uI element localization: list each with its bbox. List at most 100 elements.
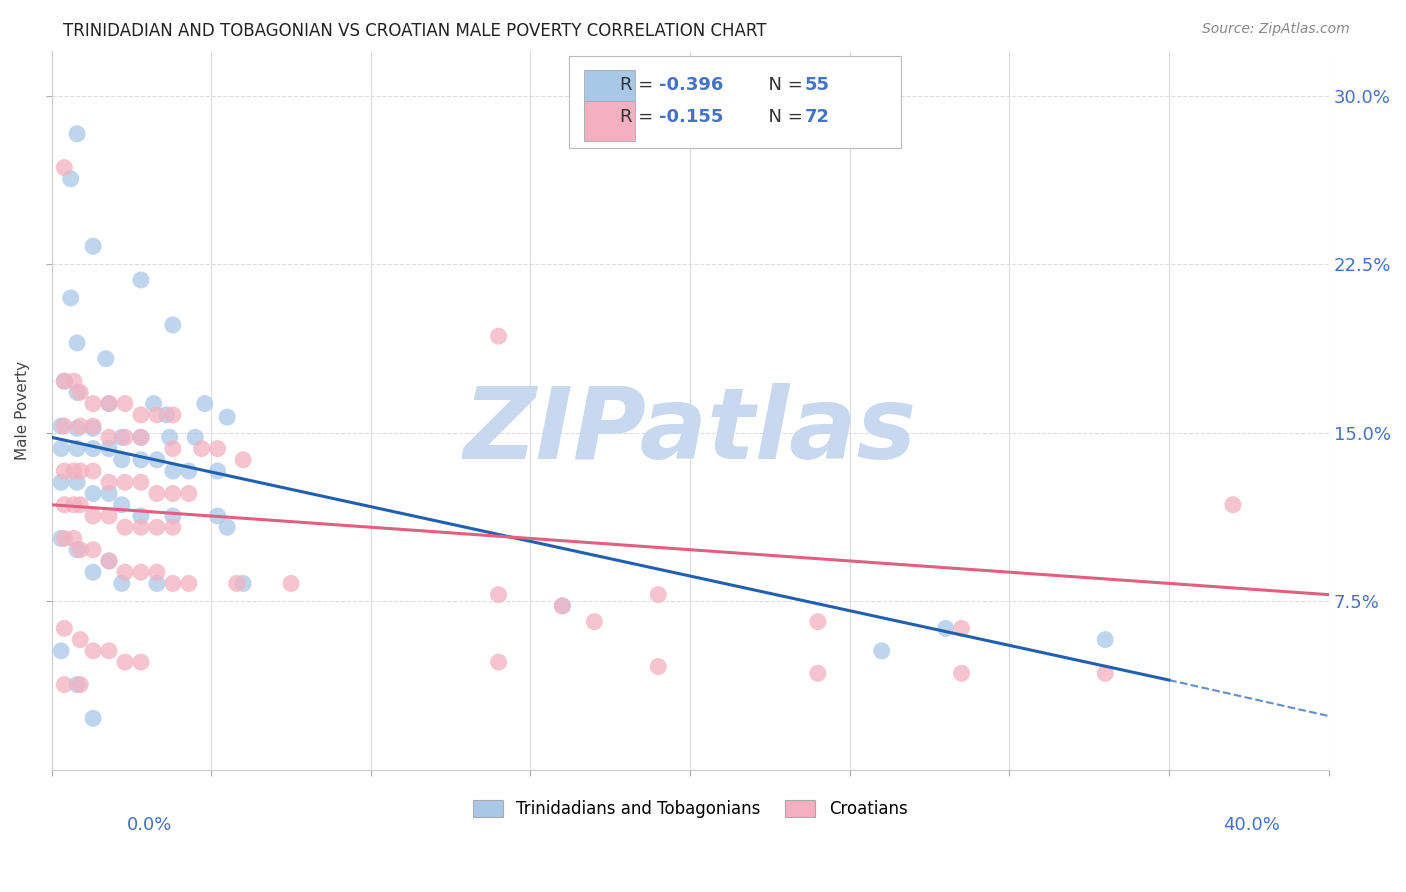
Point: [82, 542, 104, 557]
Point: [53, 419, 76, 434]
Point: [114, 475, 136, 490]
Point: [129, 273, 152, 287]
Point: [1094, 666, 1116, 681]
Point: [63, 464, 86, 478]
Point: [162, 442, 184, 456]
Point: [225, 576, 247, 591]
Point: [98, 396, 121, 410]
Point: [69, 632, 91, 647]
Point: [53, 621, 76, 635]
Text: R =: R =: [620, 108, 659, 126]
Point: [82, 508, 104, 523]
Point: [177, 464, 200, 478]
Point: [66, 542, 89, 557]
Point: [647, 659, 669, 673]
Point: [98, 430, 121, 444]
Point: [488, 329, 510, 343]
Point: [162, 508, 184, 523]
Point: [111, 498, 134, 512]
Point: [98, 486, 121, 500]
Point: [98, 554, 121, 568]
Point: [184, 430, 207, 444]
Point: [217, 410, 239, 425]
Point: [488, 655, 510, 669]
Point: [69, 498, 91, 512]
Point: [232, 576, 254, 591]
Point: [53, 374, 76, 388]
Point: [82, 442, 104, 456]
Point: [807, 666, 830, 681]
Point: [66, 442, 89, 456]
Text: ZIPatlas: ZIPatlas: [464, 384, 917, 481]
Point: [82, 239, 104, 253]
Point: [114, 655, 136, 669]
Point: [53, 532, 76, 546]
Point: [82, 644, 104, 658]
Point: [53, 677, 76, 691]
Point: [146, 576, 169, 591]
Point: [177, 576, 200, 591]
FancyBboxPatch shape: [583, 101, 636, 141]
Point: [59, 171, 82, 186]
Point: [53, 464, 76, 478]
Point: [177, 486, 200, 500]
Point: [488, 588, 510, 602]
Point: [129, 565, 152, 579]
Point: [129, 475, 152, 490]
Point: [69, 385, 91, 400]
Point: [82, 421, 104, 435]
Text: Source: ZipAtlas.com: Source: ZipAtlas.com: [1202, 22, 1350, 37]
Point: [207, 508, 229, 523]
Point: [94, 351, 117, 366]
Point: [82, 419, 104, 434]
Point: [49, 442, 72, 456]
Point: [162, 520, 184, 534]
Point: [114, 396, 136, 410]
Text: R =: R =: [620, 76, 659, 95]
Text: N =: N =: [756, 76, 808, 95]
Point: [162, 486, 184, 500]
Point: [82, 565, 104, 579]
Point: [98, 554, 121, 568]
Point: [217, 520, 239, 534]
Point: [114, 430, 136, 444]
Point: [63, 374, 86, 388]
Y-axis label: Male Poverty: Male Poverty: [15, 360, 30, 460]
Point: [66, 475, 89, 490]
Point: [49, 532, 72, 546]
Text: 40.0%: 40.0%: [1223, 816, 1279, 834]
Point: [159, 430, 181, 444]
Point: [129, 520, 152, 534]
Point: [98, 475, 121, 490]
Point: [66, 127, 89, 141]
Point: [232, 452, 254, 467]
Text: N =: N =: [756, 108, 808, 126]
Point: [162, 464, 184, 478]
Point: [146, 486, 169, 500]
Point: [63, 498, 86, 512]
Point: [162, 408, 184, 422]
Point: [142, 396, 165, 410]
Point: [98, 396, 121, 410]
Point: [146, 565, 169, 579]
Point: [66, 335, 89, 350]
Point: [53, 374, 76, 388]
Point: [69, 677, 91, 691]
Point: [155, 408, 177, 422]
Point: [551, 599, 574, 613]
Point: [146, 408, 169, 422]
Text: 72: 72: [806, 108, 830, 126]
Point: [647, 588, 669, 602]
Text: TRINIDADIAN AND TOBAGONIAN VS CROATIAN MALE POVERTY CORRELATION CHART: TRINIDADIAN AND TOBAGONIAN VS CROATIAN M…: [63, 22, 766, 40]
Point: [194, 396, 217, 410]
Point: [950, 621, 973, 635]
Point: [129, 655, 152, 669]
Point: [162, 576, 184, 591]
Point: [49, 419, 72, 434]
Point: [59, 291, 82, 305]
Point: [146, 452, 169, 467]
Point: [82, 396, 104, 410]
FancyBboxPatch shape: [569, 55, 901, 148]
Point: [66, 677, 89, 691]
Point: [111, 452, 134, 467]
